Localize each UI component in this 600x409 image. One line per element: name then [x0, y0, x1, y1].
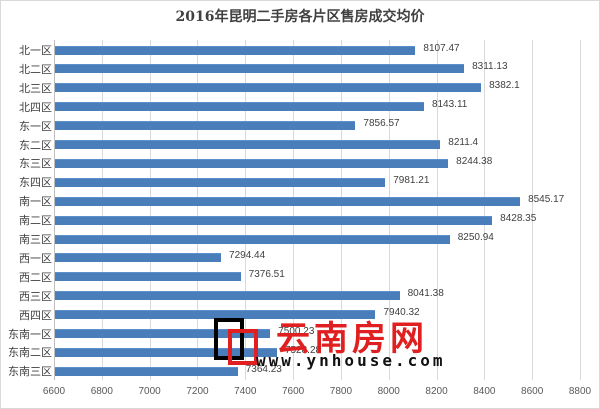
bar: [55, 158, 449, 168]
value-label: 7981.21: [393, 174, 430, 186]
category-label: 东南二区: [8, 346, 52, 360]
gridline: [101, 40, 103, 380]
bar-row: 8545.17: [54, 193, 580, 206]
bar: [55, 64, 465, 74]
bar: [55, 310, 376, 320]
value-label: 8545.17: [528, 193, 565, 205]
bar-row: 8382.1: [54, 80, 580, 93]
value-label: 7294.44: [229, 250, 266, 262]
bar-row: 7500.23: [54, 326, 580, 338]
x-tick-label: 6800: [90, 386, 113, 397]
x-tick-label: 7000: [138, 386, 161, 397]
bar: [55, 234, 450, 244]
value-label: 8041.38: [407, 288, 444, 300]
category-label: 北三区: [19, 81, 52, 95]
bar: [55, 121, 356, 131]
bar-row: 7294.44: [54, 250, 580, 263]
gridline: [293, 40, 295, 380]
x-tick-label: 8600: [521, 386, 544, 397]
category-label: 西四区: [19, 308, 52, 322]
category-label: 北一区: [19, 44, 52, 57]
x-tick-label: 7400: [234, 386, 257, 397]
x-tick-label: 7600: [281, 386, 305, 397]
gridline: [484, 40, 486, 380]
category-label: 东南三区: [8, 365, 52, 379]
category-label: 西一区: [19, 251, 52, 265]
bar: [55, 102, 424, 112]
bar-row: 8244.38: [54, 155, 580, 168]
bar-row: 8311.13: [54, 61, 580, 74]
gridline: [197, 40, 199, 380]
value-label: 7940.32: [383, 307, 420, 319]
value-label: 8211.4: [448, 137, 479, 148]
value-label: 8143.11: [431, 99, 468, 111]
bar: [55, 253, 222, 263]
bar-row: 7856.57: [54, 118, 580, 131]
bar: [55, 196, 521, 206]
category-label: 北二区: [19, 62, 52, 76]
chart-title: 2016年昆明二手房各片区售房成交均价: [175, 9, 425, 25]
gridline: [580, 40, 581, 380]
bar-row: 7940.32: [54, 307, 580, 320]
gridline: [532, 40, 534, 380]
value-label: 8250.94: [457, 231, 494, 243]
x-tick-label: 6600: [42, 386, 66, 397]
value-label: 7500.23: [278, 326, 315, 337]
bar: [55, 272, 241, 282]
bar-row: 7981.21: [54, 174, 580, 187]
category-label: 东二区: [19, 138, 52, 152]
value-label: 7364.23: [245, 363, 282, 375]
bar: [55, 140, 441, 149]
bar-row: 8041.38: [54, 288, 580, 301]
x-tick-label: 7200: [186, 386, 209, 397]
bar-row: 8143.11: [54, 99, 580, 112]
y-axis-line: [54, 40, 55, 380]
gridline: [436, 40, 438, 380]
category-label: 西二区: [19, 270, 52, 284]
value-label: 8428.35: [500, 212, 537, 224]
gridline: [245, 40, 247, 380]
bar: [55, 329, 271, 338]
bar: [55, 83, 482, 93]
x-tick-label: 7800: [329, 386, 353, 397]
bar-row: 8250.94: [54, 231, 580, 244]
gridline: [340, 40, 342, 380]
value-label: 8311.13: [472, 61, 508, 73]
category-label: 南一区: [19, 195, 52, 209]
gridline: [388, 40, 390, 380]
bar: [55, 291, 400, 301]
gridline: [149, 40, 151, 380]
value-label: 8244.38: [456, 155, 493, 167]
value-label: 8107.47: [423, 42, 460, 54]
category-label: 北四区: [19, 100, 52, 114]
x-tick-label: 8200: [425, 386, 448, 397]
category-label: 东南一区: [8, 327, 52, 341]
category-label: 南二区: [19, 214, 52, 228]
x-tick-label: 8800: [568, 386, 592, 397]
category-label: 东一区: [19, 119, 52, 133]
value-label: 7376.51: [248, 269, 285, 281]
value-label: 8382.1: [489, 80, 520, 92]
category-label: 东三区: [19, 157, 52, 171]
category-label: 西三区: [19, 289, 52, 303]
bar: [55, 215, 493, 225]
bar-row: 7376.51: [54, 269, 580, 282]
bar-row: 8107.47: [54, 42, 580, 55]
category-label: 东四区: [19, 176, 52, 190]
value-label: 7856.57: [363, 118, 400, 130]
x-tick-label: 8000: [377, 386, 400, 397]
value-label: 7528.28: [284, 344, 322, 356]
bar: [55, 177, 386, 187]
bar-row: 8211.4: [54, 137, 580, 149]
category-label: 南三区: [19, 233, 52, 246]
bar: [55, 347, 277, 357]
x-tick-label: 8400: [473, 386, 496, 397]
bar-row: 7528.28: [54, 344, 580, 357]
bar-row: 8428.35: [54, 212, 580, 225]
bar: [55, 45, 416, 55]
bar: [55, 366, 238, 376]
plot-area: 8107.47 8311.13 8382.1 8143.11 7856.57 8211.4…: [54, 40, 581, 380]
bar-row: 7364.23: [54, 363, 580, 376]
